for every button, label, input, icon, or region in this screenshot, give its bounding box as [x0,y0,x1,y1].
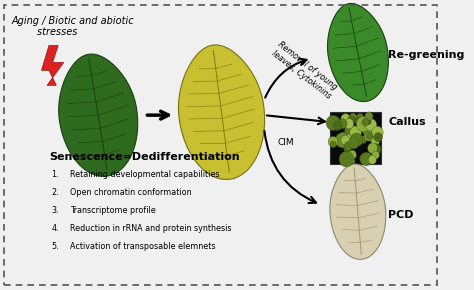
Circle shape [348,157,355,164]
Circle shape [345,124,356,136]
Text: 4.: 4. [52,224,59,233]
Text: 3.: 3. [52,206,59,215]
Circle shape [367,143,377,154]
Circle shape [330,141,336,148]
Text: Re-greening: Re-greening [388,50,465,60]
Circle shape [362,118,369,126]
Circle shape [338,119,347,129]
Circle shape [360,154,368,163]
Circle shape [333,121,342,130]
Circle shape [365,112,373,121]
Circle shape [328,136,338,147]
Bar [330,112,381,164]
Polygon shape [42,46,64,85]
Circle shape [326,115,340,130]
Circle shape [350,133,363,147]
Circle shape [355,117,362,125]
Polygon shape [179,45,264,180]
Circle shape [366,132,373,139]
Circle shape [356,113,364,122]
Text: Aging / Biotic and abiotic
        stresses: Aging / Biotic and abiotic stresses [12,16,135,37]
Circle shape [341,114,350,124]
Circle shape [344,119,354,129]
Circle shape [348,115,355,123]
Text: Activation of transposable elemnets: Activation of transposable elemnets [70,242,216,251]
Circle shape [360,152,373,166]
Polygon shape [330,164,386,259]
Circle shape [365,119,377,131]
Text: 1.: 1. [52,170,59,179]
Text: Reduction in rRNA and protein synthesis: Reduction in rRNA and protein synthesis [70,224,232,233]
Text: Transcriptome profile: Transcriptome profile [70,206,156,215]
Text: 5.: 5. [52,242,59,251]
Circle shape [339,151,354,167]
Circle shape [345,134,354,144]
Circle shape [362,123,374,136]
Circle shape [350,126,362,139]
Circle shape [341,135,350,145]
Text: Retaining developmental capabilities: Retaining developmental capabilities [70,170,220,179]
Text: Removal of young
leaves, Cytokinins: Removal of young leaves, Cytokinins [270,40,339,100]
Text: Callus: Callus [388,117,426,127]
Circle shape [344,142,353,151]
Polygon shape [59,54,138,176]
Text: CIM: CIM [277,137,294,146]
Circle shape [348,137,359,149]
Circle shape [348,150,356,160]
Circle shape [371,144,381,155]
Circle shape [357,117,368,128]
Circle shape [371,135,380,145]
Text: Open chromatin conformation: Open chromatin conformation [70,188,192,197]
Circle shape [372,151,379,159]
Circle shape [365,119,371,125]
Circle shape [349,113,356,121]
Circle shape [331,120,341,130]
Circle shape [332,119,342,129]
Polygon shape [328,3,388,102]
Circle shape [365,131,374,141]
Circle shape [368,155,376,164]
Text: 2.: 2. [52,188,59,197]
Circle shape [356,117,371,132]
Circle shape [339,132,351,144]
Circle shape [374,133,383,142]
Circle shape [344,145,350,152]
Circle shape [335,133,349,148]
Text: PCD: PCD [388,210,414,220]
Text: Senescence=Dedifferentiation: Senescence=Dedifferentiation [49,152,240,162]
Circle shape [359,135,367,144]
Circle shape [372,126,383,139]
